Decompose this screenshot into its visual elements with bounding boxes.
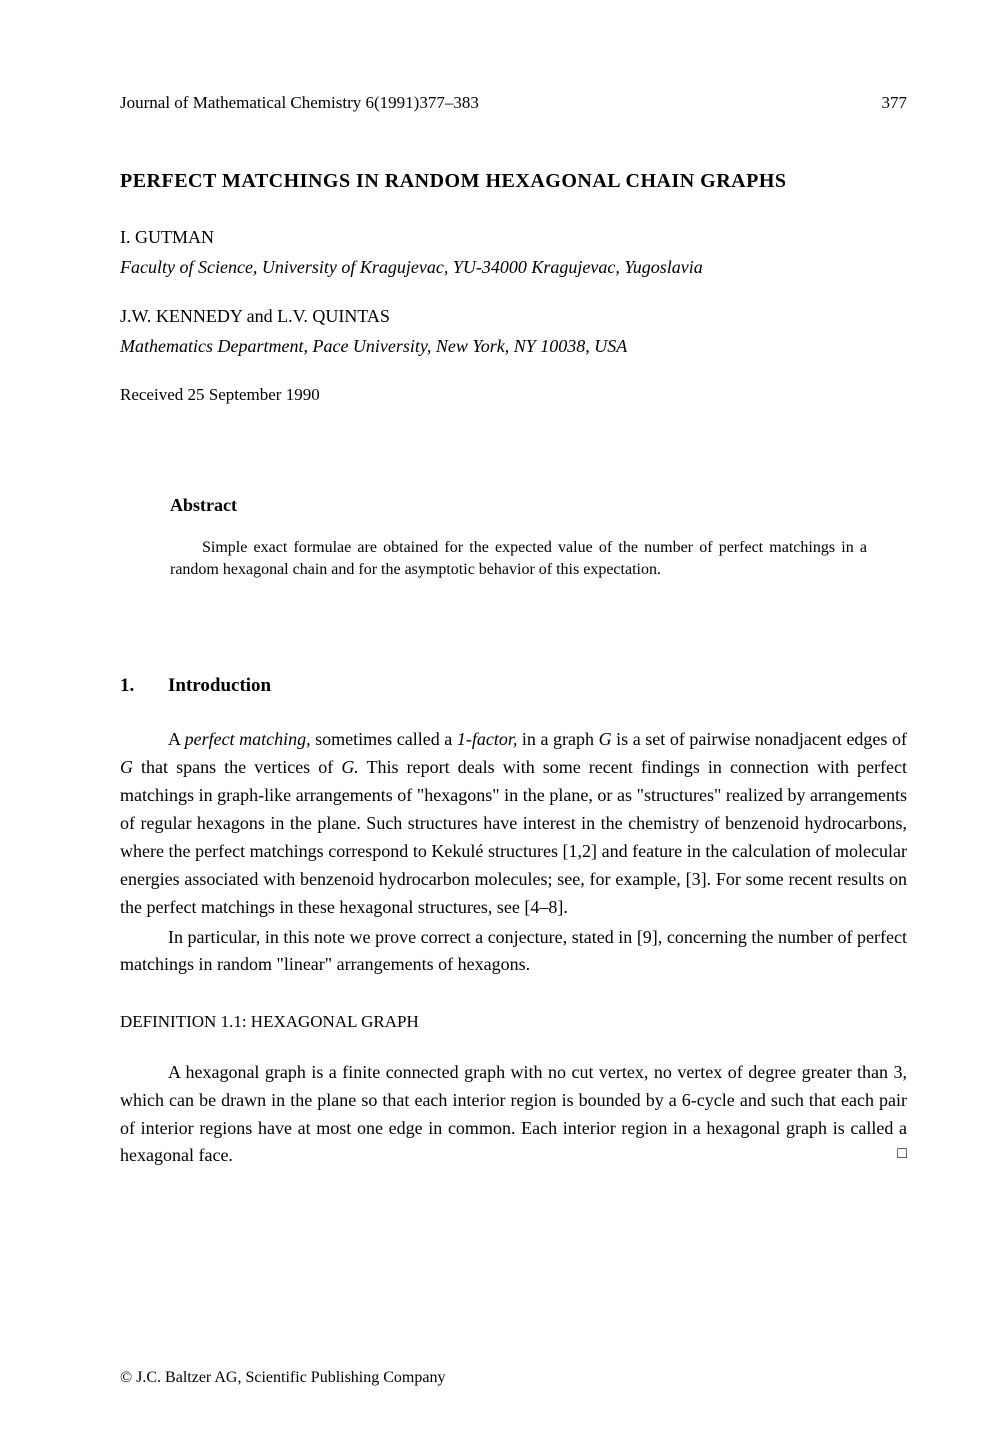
- abstract-text: Simple exact formulae are obtained for t…: [170, 537, 867, 582]
- author-block-1: I. GUTMAN Faculty of Science, University…: [120, 224, 907, 281]
- page-number: 377: [882, 90, 908, 116]
- definition-paragraph: A hexagonal graph is a finite connected …: [120, 1059, 907, 1171]
- article-title: PERFECT MATCHINGS IN RANDOM HEXAGONAL CH…: [120, 166, 907, 196]
- author-name-1: I. GUTMAN: [120, 224, 907, 251]
- author-affiliation-1: Faculty of Science, University of Kraguj…: [120, 254, 907, 281]
- qed-symbol: □: [897, 1142, 907, 1167]
- section-heading: 1.Introduction: [120, 672, 907, 701]
- section-number: 1.: [120, 672, 168, 701]
- abstract-heading: Abstract: [170, 492, 907, 519]
- intro-paragraph-1: A perfect matching, sometimes called a 1…: [120, 726, 907, 921]
- intro-paragraph-2: In particular, in this note we prove cor…: [120, 924, 907, 980]
- author-affiliation-2: Mathematics Department, Pace University,…: [120, 333, 907, 360]
- page-header: Journal of Mathematical Chemistry 6(1991…: [120, 90, 907, 116]
- abstract-body: Simple exact formulae are obtained for t…: [170, 539, 867, 578]
- section-title: Introduction: [168, 675, 271, 696]
- author-block-2: J.W. KENNEDY and L.V. QUINTAS Mathematic…: [120, 303, 907, 360]
- definition-heading: DEFINITION 1.1: HEXAGONAL GRAPH: [120, 1009, 907, 1035]
- author-name-2: J.W. KENNEDY and L.V. QUINTAS: [120, 303, 907, 330]
- journal-info: Journal of Mathematical Chemistry 6(1991…: [120, 90, 479, 116]
- copyright-footer: © J.C. Baltzer AG, Scientific Publishing…: [120, 1366, 445, 1390]
- received-date: Received 25 September 1990: [120, 382, 907, 408]
